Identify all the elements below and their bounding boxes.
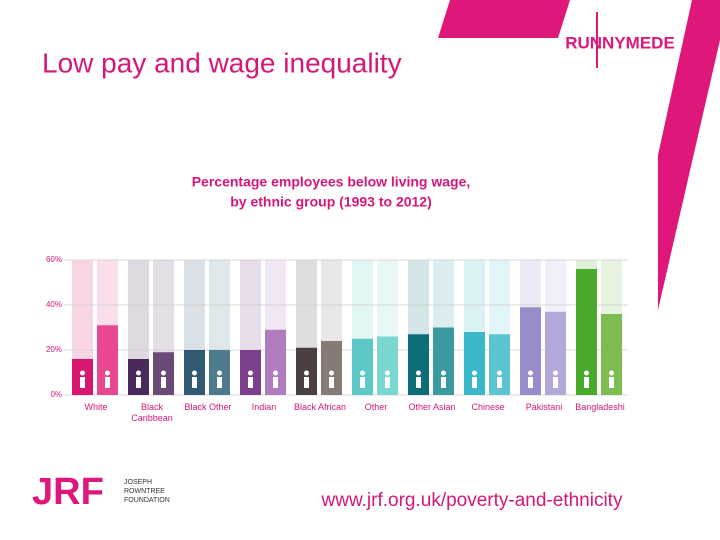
person-icon — [136, 370, 141, 376]
person-icon — [80, 377, 85, 388]
runnymede-logo: RUNNYMEDE — [565, 33, 675, 52]
jrf-name: ROWNTREE — [124, 488, 165, 495]
bar — [352, 338, 373, 395]
person-icon — [304, 377, 309, 388]
person-icon — [472, 377, 477, 388]
bar — [97, 325, 118, 395]
person-icon — [273, 377, 278, 388]
x-tick-label: Other Asian — [408, 402, 456, 412]
person-icon — [360, 377, 365, 388]
x-tick-label: Black Caribbean — [131, 402, 173, 423]
person-icon — [248, 377, 253, 388]
person-icon — [584, 370, 589, 376]
bar — [520, 307, 541, 395]
person-icon — [248, 370, 253, 376]
decor-stripe — [438, 0, 570, 38]
person-icon — [385, 370, 390, 376]
person-icon — [192, 377, 197, 388]
jrf-name: FOUNDATION — [124, 497, 170, 504]
x-tick-label: Indian — [251, 402, 277, 412]
person-icon — [528, 370, 533, 376]
bar — [464, 332, 485, 395]
person-icon — [80, 370, 85, 376]
slide-title: Low pay and wage inequality — [42, 47, 402, 78]
person-icon — [528, 377, 533, 388]
bar — [377, 336, 398, 395]
chart-title: Percentage employees below living wage, — [192, 174, 471, 190]
y-tick-label: 40% — [46, 300, 62, 309]
x-tick-label: Chinese — [471, 402, 505, 412]
x-tick-label: Bangladeshi — [575, 402, 625, 412]
person-icon — [161, 377, 166, 388]
person-icon — [609, 370, 614, 376]
person-icon — [217, 370, 222, 376]
person-icon — [416, 370, 421, 376]
bar — [489, 334, 510, 395]
x-tick-label: Black African — [293, 402, 347, 412]
person-icon — [584, 377, 589, 388]
decor-stripe — [658, 0, 720, 310]
bar — [433, 327, 454, 395]
jrf-name: JOSEPH — [124, 479, 152, 486]
person-icon — [217, 377, 222, 388]
x-tick-label: Other — [364, 402, 388, 412]
person-icon — [497, 370, 502, 376]
person-icon — [360, 370, 365, 376]
chart-title: by ethnic group (1993 to 2012) — [230, 194, 432, 210]
y-tick-label: 60% — [46, 255, 62, 264]
url: www.jrf.org.uk/poverty-and-ethnicity — [321, 490, 623, 511]
bar — [408, 334, 429, 395]
bar — [576, 269, 597, 395]
y-tick-label: 20% — [46, 345, 62, 354]
person-icon — [329, 370, 334, 376]
person-icon — [304, 370, 309, 376]
person-icon — [385, 377, 390, 388]
person-icon — [441, 377, 446, 388]
person-icon — [441, 370, 446, 376]
x-tick-label: White — [84, 402, 108, 412]
bar — [321, 341, 342, 395]
bar — [545, 311, 566, 395]
person-icon — [553, 370, 558, 376]
person-icon — [497, 377, 502, 388]
person-icon — [553, 377, 558, 388]
x-tick-label: Pakistani — [525, 402, 563, 412]
person-icon — [136, 377, 141, 388]
person-icon — [472, 370, 477, 376]
person-icon — [105, 377, 110, 388]
jrf-logo: JRF — [32, 471, 104, 513]
person-icon — [273, 370, 278, 376]
person-icon — [105, 370, 110, 376]
y-tick-label: 0% — [50, 390, 62, 399]
bar — [601, 314, 622, 395]
person-icon — [416, 377, 421, 388]
person-icon — [161, 370, 166, 376]
bar — [265, 329, 286, 395]
person-icon — [192, 370, 197, 376]
person-icon — [329, 377, 334, 388]
x-tick-label: Black Other — [184, 402, 232, 412]
person-icon — [609, 377, 614, 388]
